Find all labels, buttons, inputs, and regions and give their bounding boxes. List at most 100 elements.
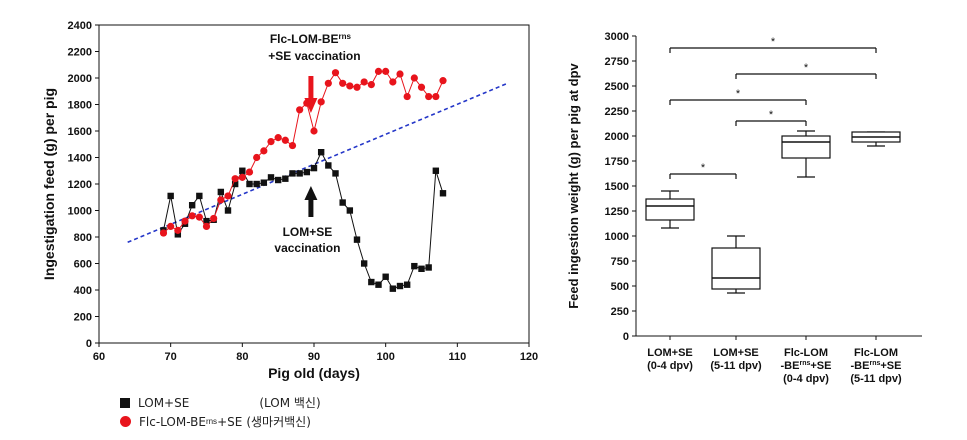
data-point [382,67,390,75]
category-line3: (5-11 dpv) [850,373,902,385]
data-point [310,127,318,135]
box-plot-boxes [645,130,901,340]
data-point [260,147,268,155]
data-point [253,180,260,188]
data-point [195,213,203,221]
data-point [224,207,232,214]
data-point [332,170,339,177]
data-point [267,138,275,146]
category-label: LOM+SE(5-11 dpv) [710,347,762,372]
line-chart: 0 200 400 600 800 1000 1200 1400 1600 1800 2000 220… [41,20,538,381]
legend-label: LOM+SE [138,395,190,410]
data-point [317,149,325,156]
significance-label: * [804,62,809,74]
data-point [217,188,225,196]
data-point [253,153,261,162]
data-point [425,264,432,271]
category-suffix: +SE [810,360,831,372]
significance-label: * [769,109,774,121]
significance-label: * [736,88,741,100]
line-chart-trendline [127,82,508,244]
data-point [339,79,347,87]
data-point [196,192,203,200]
box-plot-categories: LOM+SE(0-4 dpv)LOM+SE(5-11 dpv)Flc-LOM-B… [647,347,902,385]
legend-superscript: rns [205,417,218,426]
box-plot-y-axis: 0 250 500 750 1000 1250 1500 1750 2000 2250 2500 27… [605,31,636,343]
category-line2: -BErns+SE [781,360,832,372]
data-point [246,180,253,188]
line-chart-y-axis: 0 200 400 600 800 1000 1200 1400 1600 1800 2000 220… [68,20,99,350]
category-label: Flc-LOM-BErns+SE(5-11 dpv) [850,347,902,385]
category-line1: Flc-LOM [854,347,898,359]
data-point [346,82,354,90]
category-superscript: rns [869,360,880,367]
significance-bracket: * [669,162,737,179]
data-point [217,196,225,204]
data-point [231,180,239,188]
data-point [432,92,440,101]
category-label: LOM+SE(0-4 dpv) [647,347,693,372]
y-tick-label: 1500 [605,181,629,193]
data-point [403,92,411,101]
data-point [367,81,375,89]
legend-note: (생마커백신) [246,415,311,429]
data-point [425,92,433,101]
data-point [210,214,218,223]
trendline [127,82,508,244]
series-lom-se [160,149,447,292]
data-point [188,202,196,209]
data-point [339,199,346,206]
data-point [396,70,404,78]
line-chart-x-axis: 60 70 80 90 100 110 120 [93,343,538,363]
x-tick-label: 100 [376,351,394,363]
red-circle-marker-icon [120,416,131,427]
data-point [260,179,268,186]
line-chart-x-label: Pig old (days) [268,365,360,381]
data-point [167,192,174,200]
data-point [368,278,375,286]
annotation-arrow-shaft [308,76,314,98]
y-tick-label: 2250 [605,106,629,118]
x-tick-label: 70 [165,351,177,363]
significance-bracket: * [735,109,807,126]
data-point [167,222,175,230]
line-chart-series [159,67,447,292]
box-3 [781,130,831,340]
data-point [439,77,447,85]
annotation-flc-vaccination-subtitle: +SE vaccination [268,49,360,63]
data-point [267,174,275,181]
data-point [418,265,425,272]
data-point [288,141,297,150]
category-line2: (0-4 dpv) [647,360,693,372]
annotation-lom-vaccination-subtitle: vaccination [274,241,340,255]
y-tick-label: 2200 [68,47,92,59]
y-tick-label: 1000 [68,206,92,218]
y-tick-label: 1000 [605,231,629,243]
y-tick-label: 750 [611,256,629,268]
data-point [360,78,368,86]
arrow-down-icon [304,98,318,113]
data-point [274,176,282,184]
significance-bracket: * [669,36,877,53]
data-point [374,67,383,75]
y-tick-label: 1600 [68,126,92,138]
data-point [417,83,426,91]
category-line1: LOM+SE [713,347,759,359]
black-square-marker-icon [120,397,130,408]
data-point [325,162,332,169]
y-tick-label: 3000 [605,31,629,43]
data-point [239,167,246,174]
data-point [389,78,397,86]
data-point [159,229,168,237]
data-point [224,192,232,200]
y-tick-label: 1400 [68,153,92,165]
annotation-superscript: rns [339,32,352,41]
data-point [245,168,254,176]
box-2 [711,235,761,340]
data-point [353,236,361,243]
data-point [281,136,289,144]
annotation-flc-vaccination-title: Flc-LOM-BErns [270,32,352,46]
box-plot: 0 250 500 750 1000 1250 1500 1750 2000 2250 2500 27… [566,31,922,385]
data-point [188,212,196,220]
